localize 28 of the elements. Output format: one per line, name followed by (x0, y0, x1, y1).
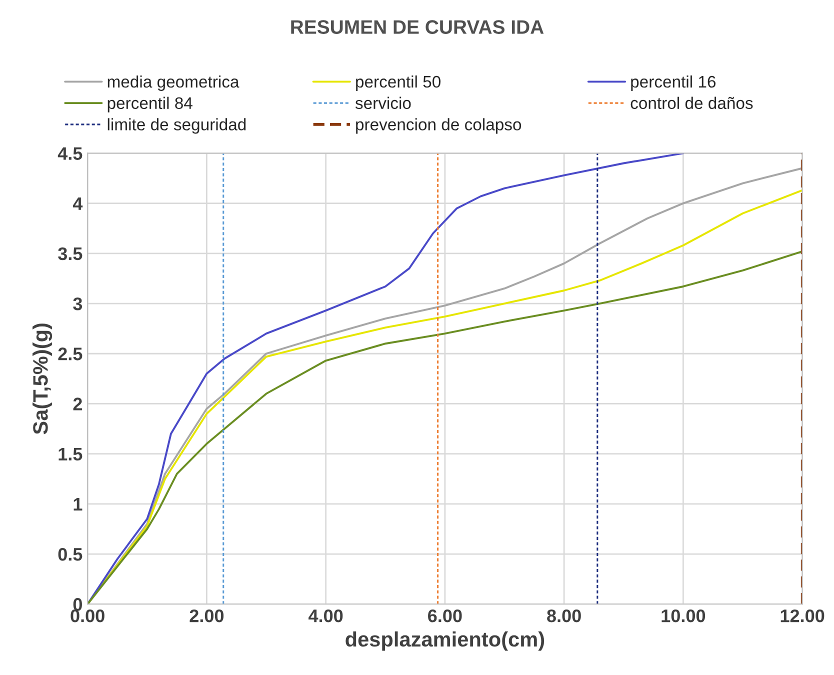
y-tick-label: 0.5 (58, 548, 82, 561)
x-tick-label: 8.00 (547, 609, 581, 622)
x-tick-label: 6.00 (428, 609, 462, 622)
y-axis-title: Sa(T,5%)(g) (32, 324, 52, 434)
y-tick-label: 4.5 (58, 147, 82, 160)
legend-label: prevencion de colapso (356, 118, 522, 134)
legend-label: percentil 50 (356, 75, 440, 91)
chart-title: RESUMEN DE CURVAS IDA (291, 20, 544, 34)
legend-label: media geometrica (108, 75, 240, 91)
y-tick-label: 1.5 (58, 448, 82, 461)
x-tick-label: 12.00 (780, 609, 824, 622)
y-tick-label: 1 (74, 498, 82, 510)
y-tick-label: 2.5 (58, 348, 82, 360)
x-tick-label: 2.00 (190, 609, 224, 622)
y-tick-label: 0 (73, 598, 82, 611)
y-tick-label: 4 (72, 197, 83, 210)
legend-label: servicio (355, 96, 411, 110)
y-tick-label: 3.5 (58, 247, 82, 260)
x-tick-label: 4.00 (308, 609, 343, 622)
legend-label: percentil 16 (631, 75, 716, 91)
legend-label: limite de seguridad (108, 118, 246, 134)
legend-label: control de daños (630, 96, 753, 110)
x-axis-title: desplazamiento(cm) (346, 631, 544, 651)
x-tick-label: 0.00 (70, 609, 104, 622)
y-tick-label: 3 (73, 297, 82, 310)
legend-label: percentil 84 (108, 96, 192, 112)
y-tick-label: 2 (73, 398, 82, 410)
x-tick-label: 10.00 (662, 609, 706, 622)
